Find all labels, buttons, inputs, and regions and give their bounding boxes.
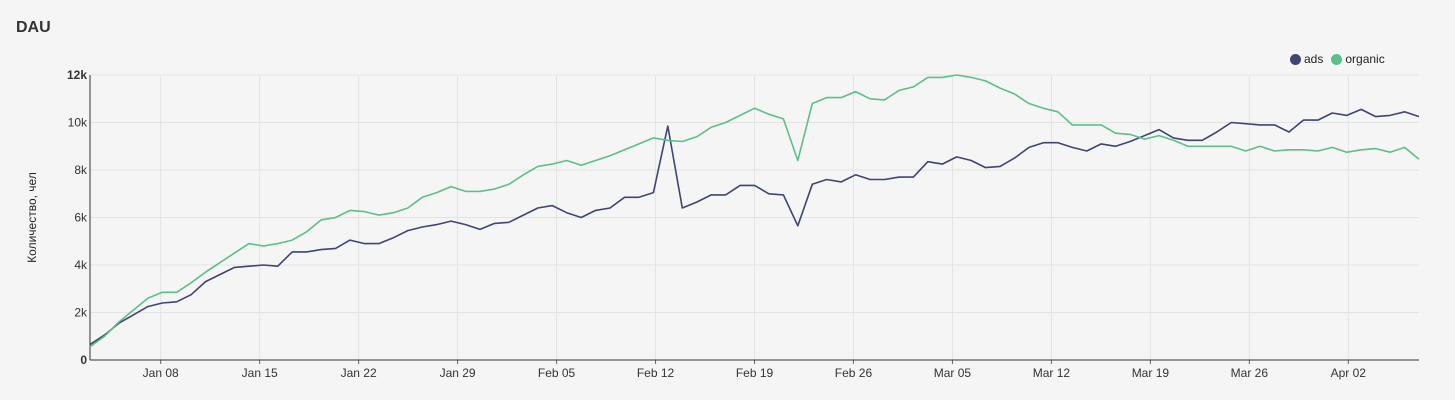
x-tick-label: Feb 05 <box>538 366 576 380</box>
x-tick-label: Apr 02 <box>1331 366 1367 380</box>
x-tick-label: Mar 12 <box>1033 366 1071 380</box>
chart-title: DAU <box>16 19 51 36</box>
series-line-ads <box>89 108 1420 346</box>
x-tick-label: Mar 05 <box>934 366 972 380</box>
x-tick-label: Mar 26 <box>1231 366 1269 380</box>
legend-label-organic: organic <box>1345 52 1385 66</box>
x-tick-label: Jan 22 <box>341 366 377 380</box>
y-tick-label: 2k <box>74 306 88 320</box>
legend: ads organic <box>1290 52 1393 66</box>
y-axis-label: Количество, чел <box>25 172 39 263</box>
legend-item-ads[interactable]: ads <box>1290 52 1323 66</box>
x-tick-label: Feb 12 <box>637 366 675 380</box>
x-tick-label: Jan 29 <box>440 366 476 380</box>
y-tick-label: 12k <box>67 68 87 82</box>
legend-label-ads: ads <box>1304 52 1324 66</box>
series-line-organic <box>89 74 1420 348</box>
y-tick-label: 8k <box>74 163 88 177</box>
legend-marker-organic <box>1331 53 1343 65</box>
legend-marker-ads <box>1290 53 1301 65</box>
y-tick-label: 4k <box>74 258 88 272</box>
x-tick-label: Feb 26 <box>835 366 873 380</box>
y-tick-label: 0 <box>80 353 87 367</box>
y-tick-label: 10k <box>68 116 88 130</box>
x-tick-label: Feb 19 <box>736 366 774 380</box>
x-tick-label: Jan 15 <box>242 366 278 380</box>
x-tick-label: Mar 19 <box>1132 366 1170 380</box>
x-tick-label: Jan 08 <box>143 366 179 380</box>
y-tick-label: 6k <box>74 211 88 225</box>
legend-item-organic[interactable]: organic <box>1331 52 1385 66</box>
